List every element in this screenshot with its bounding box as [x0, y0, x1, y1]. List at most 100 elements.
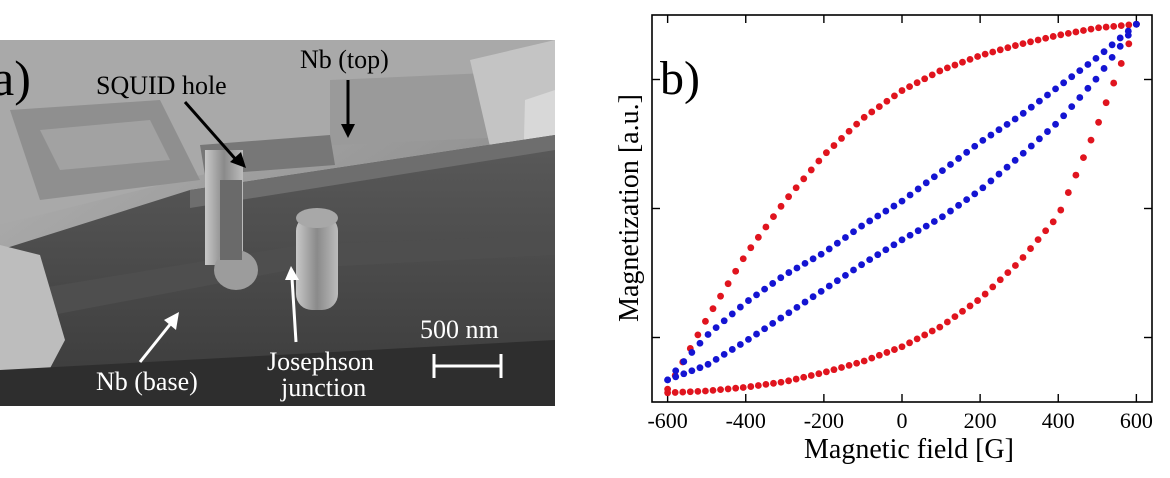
data-point [921, 75, 929, 83]
data-point [801, 260, 809, 267]
data-point [704, 331, 712, 338]
data-point [995, 126, 1003, 134]
data-point [898, 197, 906, 205]
junction-arrow [290, 277, 298, 343]
data-point [939, 213, 946, 221]
data-point [830, 366, 838, 374]
data-point [842, 271, 849, 279]
data-point [898, 343, 906, 351]
y-ticks [652, 78, 1152, 339]
data-point [966, 302, 974, 310]
data-point [688, 349, 696, 356]
squid-hole-arrowhead [230, 152, 246, 168]
data-point [913, 79, 921, 87]
data-point [1003, 120, 1011, 128]
data-point [838, 135, 845, 142]
data-point [1072, 28, 1080, 36]
data-point [1110, 79, 1118, 87]
data-point [686, 388, 694, 396]
data-point [1084, 61, 1092, 68]
data-point [996, 276, 1004, 284]
data-point [936, 67, 944, 75]
data-point [1092, 55, 1100, 62]
data-point [745, 336, 752, 343]
data-point [898, 87, 906, 94]
data-point [777, 378, 785, 386]
left-structure [0, 245, 65, 406]
x-tick-label: -600 [647, 408, 687, 433]
data-point [761, 325, 769, 333]
x-tick-label: 400 [1042, 408, 1075, 433]
data-point [1042, 227, 1050, 235]
data-point [987, 131, 995, 139]
data-point [928, 71, 936, 79]
data-point [736, 303, 744, 311]
data-point [1100, 48, 1108, 56]
data-point [1060, 79, 1068, 87]
data-point [951, 313, 959, 321]
data-point [891, 346, 898, 353]
data-point [963, 148, 971, 156]
data-point [671, 389, 679, 396]
data-point [989, 283, 997, 291]
data-point [793, 264, 801, 272]
data-point [1076, 94, 1084, 101]
nb-base-arrowhead [164, 312, 179, 330]
data-point [672, 373, 680, 381]
nb-top-label: Nb (top) [300, 45, 389, 74]
data-point [830, 142, 838, 149]
data-point [890, 202, 898, 210]
data-point [785, 193, 792, 201]
panel-b-label: b) [660, 52, 700, 105]
data-point [922, 179, 930, 187]
data-point [971, 142, 979, 150]
data-point [842, 234, 849, 241]
data-point [845, 127, 853, 135]
data-point [709, 305, 717, 313]
data-point [762, 381, 770, 388]
data-point [1080, 27, 1087, 34]
data-point [1117, 22, 1125, 30]
data-point [860, 113, 868, 121]
data-point [833, 277, 841, 285]
data-point [800, 373, 808, 381]
data-point [753, 330, 760, 338]
nb-base-label: Nb (base) [96, 367, 198, 396]
nb-base-arrow [138, 321, 174, 363]
data-point [1108, 41, 1116, 49]
data-point [939, 167, 946, 175]
data-point [822, 368, 830, 376]
data-point [694, 387, 702, 395]
data-point [720, 351, 728, 358]
data-point [825, 245, 833, 253]
data-point [875, 103, 883, 111]
data-point [1019, 109, 1027, 117]
data-point [1087, 25, 1095, 33]
x-tick-label: -200 [804, 408, 844, 433]
data-point [664, 376, 672, 384]
data-point [1035, 97, 1043, 105]
data-point [979, 136, 987, 144]
squid-hole-label: SQUID hole [96, 71, 227, 100]
data-point [801, 298, 809, 306]
data-point [785, 309, 793, 317]
data-point [817, 287, 825, 295]
junction-label-line1: Josephson [267, 347, 374, 376]
data-point [709, 386, 717, 394]
y-axis-label: Magnetization [a.u.] [614, 94, 645, 322]
data-point [1034, 36, 1042, 44]
data-point [866, 256, 874, 264]
data-point [1042, 34, 1050, 42]
data-point [1125, 21, 1133, 29]
data-point [1095, 24, 1102, 32]
data-point [680, 358, 688, 365]
data-point [1060, 112, 1068, 120]
data-point [1132, 20, 1140, 28]
data-point [1072, 171, 1080, 179]
data-point [1064, 29, 1072, 37]
data-point [914, 227, 922, 235]
data-point [906, 83, 913, 91]
data-point [724, 280, 732, 288]
data-point [739, 384, 747, 391]
data-point [1019, 254, 1027, 261]
